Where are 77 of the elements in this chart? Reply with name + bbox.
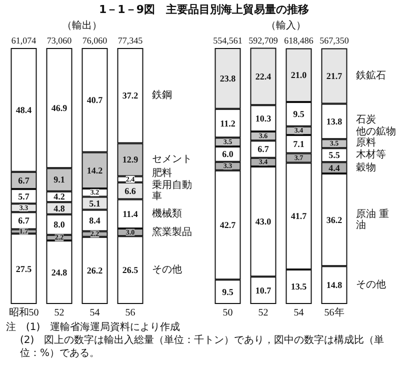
data-label: 23.8 bbox=[220, 73, 236, 84]
data-label: 13.5 bbox=[290, 282, 308, 292]
x-tick-label: 昭和50 bbox=[8, 306, 39, 318]
data-label: 21.7 bbox=[326, 71, 343, 82]
data-label: 5.5 bbox=[328, 150, 340, 160]
data-label: 4.4 bbox=[328, 162, 340, 173]
data-label: 6.7 bbox=[18, 175, 30, 186]
data-label: 43.0 bbox=[255, 216, 272, 227]
data-label: 41.7 bbox=[290, 211, 308, 222]
data-label: 8.4 bbox=[89, 216, 101, 226]
x-tick-label: 52 bbox=[258, 308, 268, 318]
data-label: 26.2 bbox=[86, 265, 104, 276]
series-label: セメント bbox=[152, 154, 192, 166]
chart-subtitle: （輸出） bbox=[62, 20, 102, 32]
data-label: 7.1 bbox=[293, 139, 305, 150]
data-label: 9.1 bbox=[54, 174, 66, 185]
data-label: 27.5 bbox=[16, 264, 32, 274]
annotation: 592,709 bbox=[248, 36, 278, 46]
data-label: 14.8 bbox=[326, 280, 343, 290]
data-label: 12.9 bbox=[122, 154, 139, 165]
data-label: 5.7 bbox=[18, 191, 30, 202]
data-label: 13.8 bbox=[326, 116, 343, 126]
series-label: 乗用自動車 bbox=[152, 178, 192, 202]
data-label: 11.4 bbox=[122, 208, 138, 219]
data-label: 48.4 bbox=[16, 104, 32, 115]
data-label: 9.5 bbox=[222, 286, 234, 297]
x-tick-label: 54 bbox=[294, 308, 304, 318]
series-label: 穀物 bbox=[356, 161, 376, 174]
data-label: 6.7 bbox=[258, 144, 270, 154]
data-label: 42.7 bbox=[220, 220, 236, 230]
data-label: 6.7 bbox=[18, 216, 30, 226]
x-tick-label: 54 bbox=[90, 308, 100, 318]
data-label: 8.0 bbox=[54, 220, 66, 230]
data-label: 4.2 bbox=[54, 192, 66, 202]
chart-subtitle: （輸入） bbox=[266, 20, 306, 32]
x-tick-label: 56年 bbox=[324, 306, 344, 318]
x-tick-label: 56 bbox=[125, 308, 136, 318]
data-label: 21.0 bbox=[290, 70, 308, 80]
data-label: 37.2 bbox=[122, 90, 139, 101]
annotation: 554,561 bbox=[213, 36, 242, 46]
legend-label: 窯業製品 bbox=[152, 226, 192, 238]
x-tick-label: 50 bbox=[222, 308, 233, 318]
data-label: 5.1 bbox=[89, 198, 101, 208]
annotation: 618,486 bbox=[284, 36, 314, 46]
series-label: 原油 重油 bbox=[356, 208, 389, 231]
data-label: 6.6 bbox=[124, 186, 136, 196]
data-label: 26.5 bbox=[122, 265, 139, 276]
annotation: 77,345 bbox=[118, 36, 144, 46]
data-label: 40.7 bbox=[86, 95, 104, 106]
data-label: 14.2 bbox=[86, 165, 104, 176]
series-label: その他 bbox=[356, 278, 386, 291]
data-label: 4.8 bbox=[54, 203, 66, 214]
data-label: 36.2 bbox=[326, 214, 343, 225]
text: 注 (1) 運輸省海運局資料により作成 bbox=[6, 321, 182, 334]
data-label: 6.0 bbox=[222, 149, 234, 160]
annotation: 567,350 bbox=[320, 36, 350, 46]
annotation: 73,060 bbox=[46, 36, 72, 46]
text: (2) 図上の数字は輸出入総量（単位：千トン）であり，図中の数字は構成比（単位：%）である。 bbox=[19, 334, 386, 360]
data-label: 46.9 bbox=[51, 103, 68, 114]
series-label: 鉄鋼 bbox=[152, 89, 172, 102]
series-label: 機械類 bbox=[152, 207, 182, 220]
series-label: その他 bbox=[152, 264, 182, 276]
data-label: 10.3 bbox=[255, 113, 272, 124]
data-label: 11.2 bbox=[220, 118, 236, 128]
legend-label: 他の鉱物原料 bbox=[356, 126, 396, 149]
data-label: 9.5 bbox=[293, 109, 305, 120]
data-label: 22.4 bbox=[255, 71, 272, 82]
text: 1－1－9図 主要品目別海上貿易量の推移 bbox=[98, 2, 310, 17]
series-label: 肥料 bbox=[152, 166, 172, 179]
data-label: 10.7 bbox=[255, 285, 272, 296]
annotation: 61,074 bbox=[11, 36, 37, 46]
annotation: 76,060 bbox=[82, 36, 108, 46]
series-label: 石炭 bbox=[356, 114, 376, 126]
x-tick-label: 52 bbox=[54, 308, 64, 318]
data-label: 24.8 bbox=[51, 267, 68, 278]
series-label: 鉄鉱石 bbox=[356, 70, 386, 82]
series-label: 木材等 bbox=[356, 148, 386, 161]
